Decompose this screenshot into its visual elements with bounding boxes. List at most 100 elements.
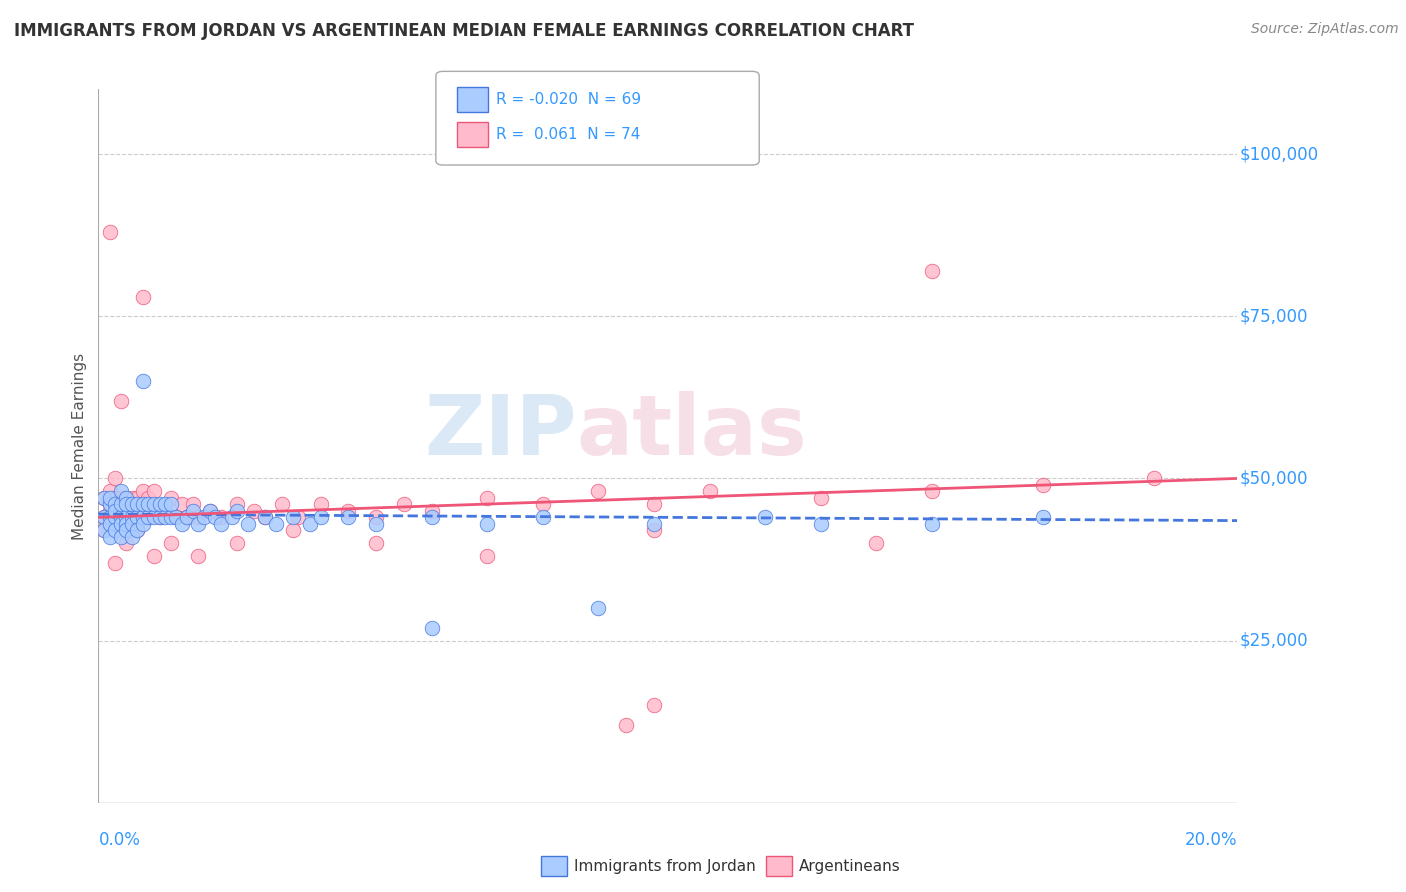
Point [110,530,132,544]
Y-axis label: Median Female Earnings: Median Female Earnings [72,352,87,540]
Point [165,510,187,524]
Text: R =  0.061  N = 74: R = 0.061 N = 74 [496,128,641,142]
Point [132,510,155,524]
Point [298,516,321,531]
Point [121,491,143,505]
Point [93,491,115,505]
Point [121,497,143,511]
Point [132,497,155,511]
Point [93,491,115,505]
Point [143,510,166,524]
Point [93,510,115,524]
Point [132,516,155,531]
Point [110,497,132,511]
Text: $100,000: $100,000 [1240,145,1319,163]
Point [138,491,160,505]
Point [165,510,187,524]
Text: Source: ZipAtlas.com: Source: ZipAtlas.com [1251,22,1399,37]
Point [132,484,155,499]
Point [1032,478,1054,492]
Point [226,536,249,550]
Text: $25,000: $25,000 [1240,632,1308,649]
Point [309,510,332,524]
Point [98,504,121,518]
Point [921,264,943,278]
Point [204,510,226,524]
Point [98,225,121,239]
Point [254,510,277,524]
Point [138,510,160,524]
Point [115,497,138,511]
Point [810,516,832,531]
Point [643,516,665,531]
Point [127,497,149,511]
Point [148,510,170,524]
Point [115,516,138,531]
Text: ZIP: ZIP [425,392,576,472]
Point [420,510,443,524]
Point [104,510,127,524]
Point [115,510,138,524]
Point [221,510,243,524]
Point [254,510,277,524]
Text: Immigrants from Jordan: Immigrants from Jordan [574,859,755,873]
Point [699,484,721,499]
Point [98,497,121,511]
Text: Argentineans: Argentineans [799,859,900,873]
Point [420,504,443,518]
Point [209,510,232,524]
Point [98,516,121,531]
Point [121,510,143,524]
Point [187,510,209,524]
Point [127,524,149,538]
Point [810,491,832,505]
Point [115,491,138,505]
Text: R = -0.020  N = 69: R = -0.020 N = 69 [496,92,641,106]
Point [138,510,160,524]
Point [477,491,499,505]
Point [420,621,443,635]
Point [98,510,121,524]
Point [132,497,155,511]
Point [193,510,215,524]
Point [132,510,155,524]
Point [281,510,304,524]
Text: 20.0%: 20.0% [1185,831,1237,849]
Point [865,536,887,550]
Point [115,497,138,511]
Point [121,516,143,531]
Point [309,497,332,511]
Point [121,510,143,524]
Point [366,510,388,524]
Point [98,497,121,511]
Point [104,556,127,570]
Point [110,497,132,511]
Point [366,536,388,550]
Point [98,530,121,544]
Point [477,549,499,564]
Point [1032,510,1054,524]
Point [614,718,637,732]
Point [754,510,776,524]
Point [264,516,287,531]
Point [281,524,304,538]
Point [643,698,665,713]
Point [1143,471,1166,485]
Point [153,510,176,524]
Point [159,491,181,505]
Text: IMMIGRANTS FROM JORDAN VS ARGENTINEAN MEDIAN FEMALE EARNINGS CORRELATION CHART: IMMIGRANTS FROM JORDAN VS ARGENTINEAN ME… [14,22,914,40]
Point [132,374,155,388]
Point [110,484,132,499]
Point [226,497,249,511]
Text: 0.0%: 0.0% [98,831,141,849]
Point [98,516,121,531]
Point [104,516,127,531]
Point [198,504,221,518]
Point [98,484,121,499]
Point [643,497,665,511]
Point [127,510,149,524]
Point [104,510,127,524]
Point [104,471,127,485]
Point [153,504,176,518]
Point [159,497,181,511]
